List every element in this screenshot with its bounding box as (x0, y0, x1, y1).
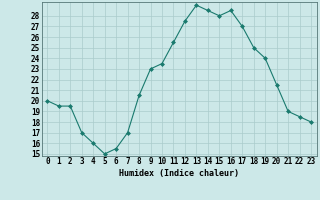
X-axis label: Humidex (Indice chaleur): Humidex (Indice chaleur) (119, 169, 239, 178)
